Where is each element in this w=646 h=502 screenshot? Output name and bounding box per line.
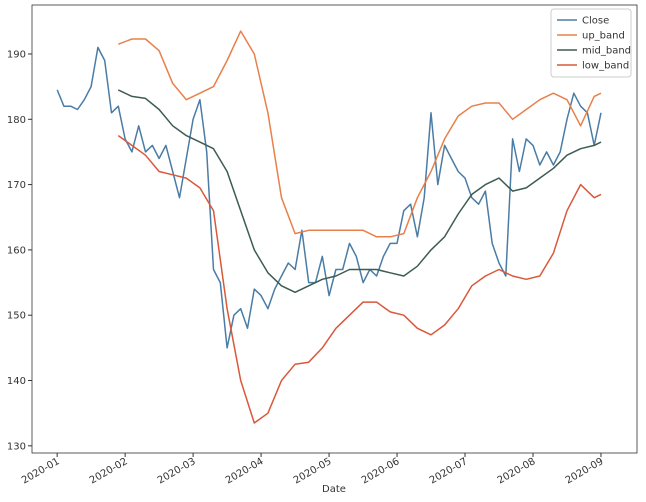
x-tick-label: 2020-04	[224, 456, 266, 486]
legend-box	[550, 8, 632, 78]
legend-label: mid_band	[582, 46, 631, 57]
x-tick-label: 2020-08	[496, 456, 538, 486]
x-tick-label: 2020-07	[428, 456, 470, 486]
y-tick-label: 170	[7, 180, 26, 191]
legend-label: low_band	[582, 61, 629, 72]
x-tick-label: 2020-03	[156, 456, 198, 486]
x-tick-label: 2020-05	[292, 456, 334, 486]
line-mid-band	[117, 89, 602, 294]
line-low-band	[117, 134, 602, 424]
y-tick-label: 190	[7, 49, 26, 60]
x-tick-label: 2020-02	[88, 456, 130, 486]
x-tick-label: 2020-09	[564, 456, 606, 486]
line-up-band	[118, 30, 602, 238]
x-axis-label: Date	[322, 484, 346, 495]
x-tick-label: 2020-06	[360, 456, 402, 486]
y-tick-label: 130	[7, 441, 26, 452]
legend-label: Close	[582, 16, 609, 27]
legend-label: up_band	[582, 31, 625, 42]
x-tick-label: 2020-01	[20, 456, 62, 486]
y-tick-label: 140	[7, 376, 26, 387]
plot-frame	[31, 4, 638, 454]
y-tick-label: 180	[7, 115, 26, 126]
y-tick-label: 150	[7, 311, 26, 322]
y-tick-label: 160	[7, 245, 26, 256]
line-close	[56, 46, 602, 349]
